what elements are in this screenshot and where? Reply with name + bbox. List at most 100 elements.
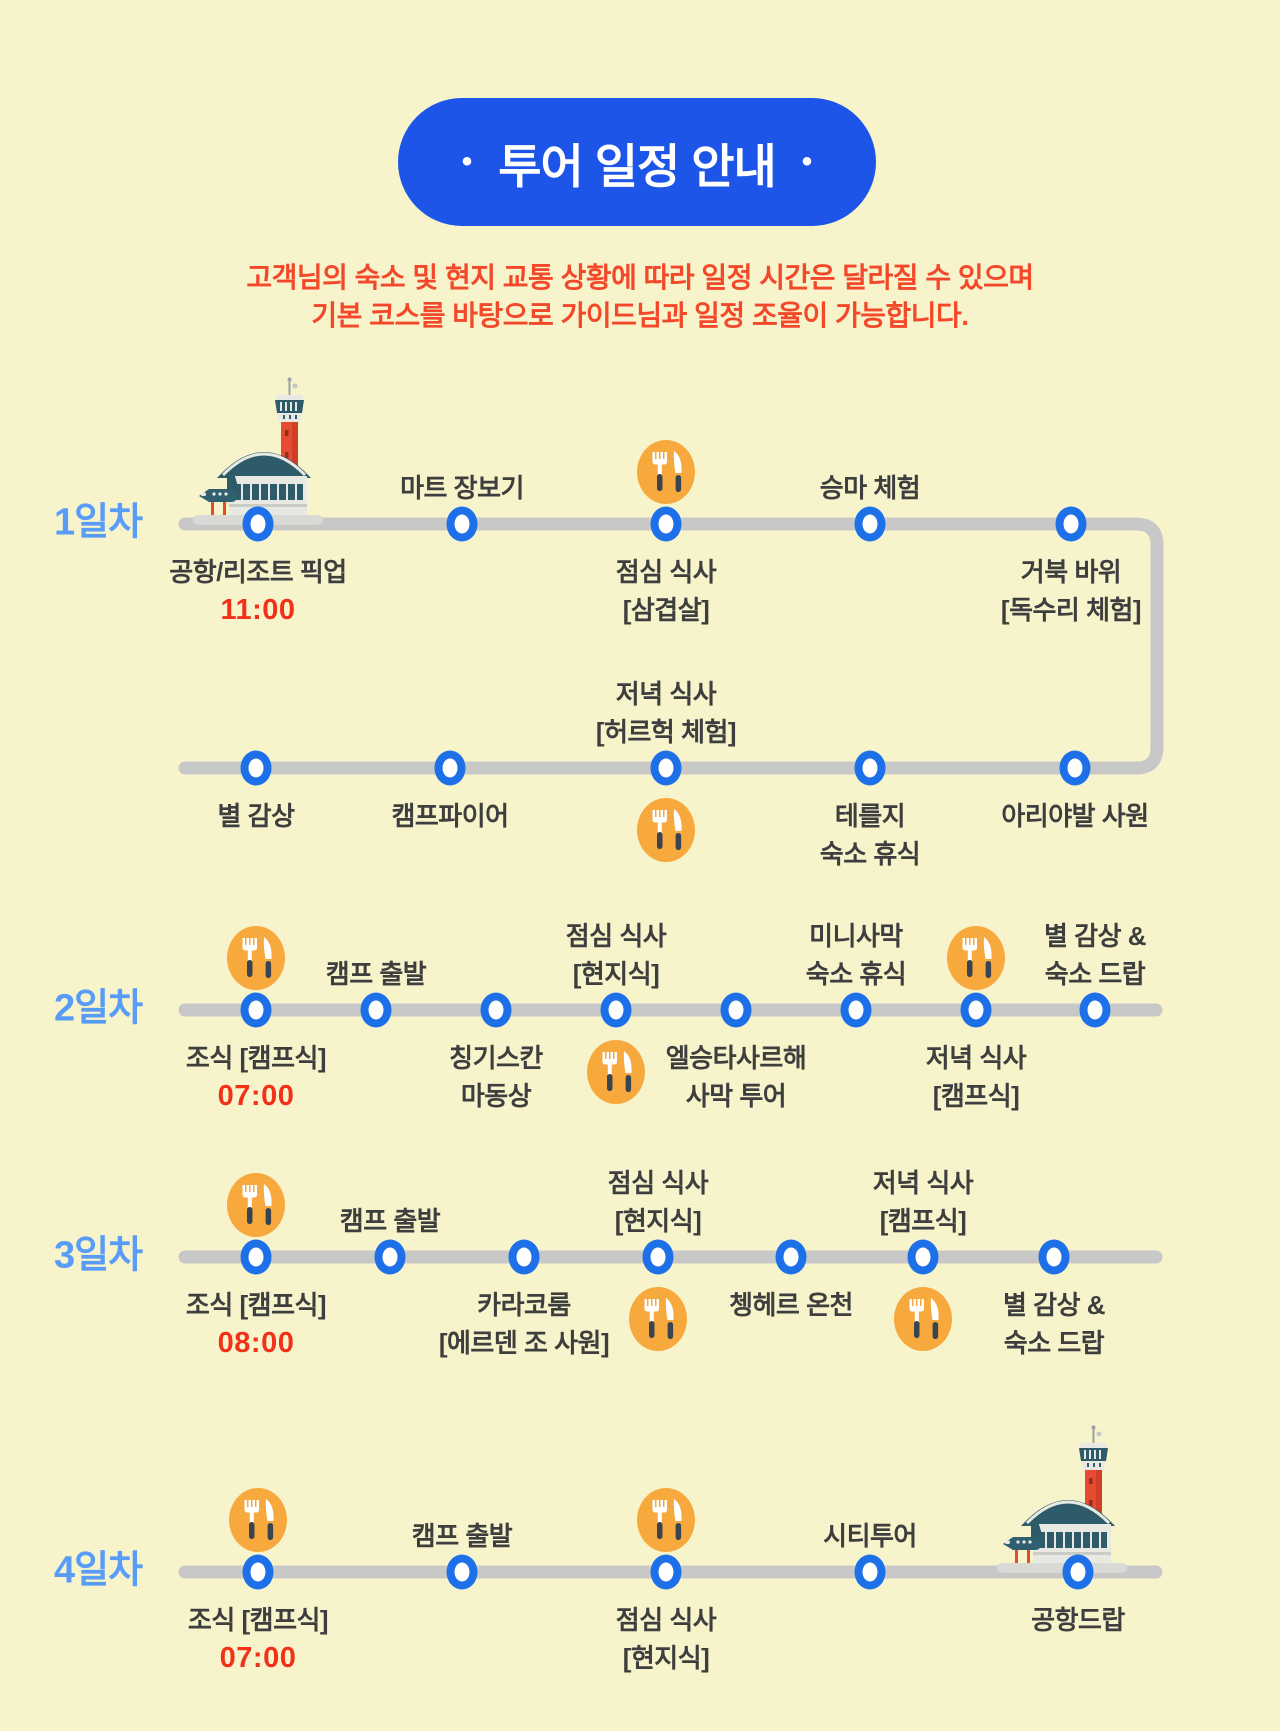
stop-node <box>960 992 992 1028</box>
stop-node <box>854 1554 886 1590</box>
stop-label-line: [현지식] <box>622 1643 710 1673</box>
stop-node <box>480 992 512 1028</box>
stop-node <box>854 506 886 542</box>
stop-node <box>242 506 274 542</box>
stop-label-line: 테를지 <box>834 801 906 831</box>
stop-label-line: 별 감상 & <box>1044 921 1146 951</box>
stop-label: 점심 식사 [현지식] <box>565 917 667 993</box>
stop-label-line: 점심 식사 <box>615 1605 717 1635</box>
stop-label: 공항드랍 <box>1031 1601 1125 1639</box>
stop-label-line: 시티투어 <box>823 1521 917 1551</box>
stop-label-line: 마동상 <box>460 1081 532 1111</box>
stop-label-line: 점심 식사 <box>565 921 667 951</box>
day-label-day2: 2일차 <box>53 987 143 1030</box>
route-line-day1 <box>178 517 1164 775</box>
stop-node <box>360 992 392 1028</box>
stop-label: 캠프 출발 <box>412 1517 513 1555</box>
stop-label-line: 엘승타사르해 <box>665 1043 807 1073</box>
stop-node <box>240 750 272 786</box>
notice-line-2: 기본 코스를 바탕으로 가이드님과 일정 조율이 가능합니다. <box>311 300 969 331</box>
stop-label: 마트 장보기 <box>400 469 524 507</box>
stop-label: 점심 식사 [현지식] <box>615 1601 717 1677</box>
stop-label-line: 칭기스칸 <box>449 1043 543 1073</box>
stop-label-line: 숙소 드랍 <box>1044 959 1146 989</box>
stop-label-line: 캠프파이어 <box>391 801 509 831</box>
stop-label-line: 미니사막 <box>809 921 903 951</box>
stop-node <box>650 1554 682 1590</box>
stop-node <box>240 1239 272 1275</box>
stop-label-line: [캠프식] <box>879 1206 967 1236</box>
stop-label-line: 캠프 출발 <box>339 1206 441 1236</box>
schedule-notice: 고객님의 숙소 및 현지 교통 상황에 따라 일정 시간은 달라질 수 있으며 … <box>0 259 1280 335</box>
stop-label: 공항/리조트 픽업 11:00 <box>169 553 347 629</box>
stop-label-line: 마트 장보기 <box>400 473 524 503</box>
stop-label-line: 공항/리조트 픽업 <box>169 557 347 587</box>
stop-label-line: 아리야발 사원 <box>1001 801 1149 831</box>
stop-node <box>650 750 682 786</box>
meal-icon <box>947 926 1005 990</box>
stop-node <box>600 992 632 1028</box>
stop-node <box>1038 1239 1070 1275</box>
stop-time: 07:00 <box>217 1080 295 1112</box>
stop-label-line: 조식 [캠프식] <box>185 1290 327 1320</box>
day-label-day4: 4일차 <box>53 1549 143 1592</box>
stop-label-line: 별 감상 & <box>1003 1290 1105 1320</box>
stop-label: 아리야발 사원 <box>1001 797 1149 835</box>
stop-label-line: 거북 바위 <box>1020 557 1122 587</box>
airport-icon <box>193 376 323 526</box>
stop-label-line: 저녁 식사 <box>872 1168 974 1198</box>
stop-label: 시티투어 <box>823 1517 917 1555</box>
stop-label: 별 감상 & 숙소 드랍 <box>1003 1286 1105 1362</box>
stop-node <box>854 750 886 786</box>
stop-label: 저녁 식사 [캠프식] <box>925 1039 1027 1115</box>
stop-label-line: [캠프식] <box>932 1081 1020 1111</box>
stop-label: 쳉헤르 온천 <box>729 1286 853 1324</box>
meal-icon <box>629 1287 687 1351</box>
stop-time: 08:00 <box>217 1327 295 1359</box>
stop-label: 카라코룸 [에르덴 조 사원] <box>438 1286 610 1362</box>
stop-label: 저녁 식사 [캠프식] <box>872 1164 974 1240</box>
stop-label: 별 감상 <box>218 797 295 835</box>
stop-node <box>642 1239 674 1275</box>
stop-node <box>434 750 466 786</box>
stop-label-line: [현지식] <box>614 1206 702 1236</box>
stop-node <box>242 1554 274 1590</box>
stop-node <box>840 992 872 1028</box>
airport-icon <box>997 1424 1127 1574</box>
stop-node <box>374 1239 406 1275</box>
stop-label-line: [에르덴 조 사원] <box>438 1328 610 1358</box>
title-left-dot: • <box>461 145 473 178</box>
stop-node <box>446 1554 478 1590</box>
stop-label-line: 사막 투어 <box>685 1081 787 1111</box>
stop-label-line: 점심 식사 <box>607 1168 709 1198</box>
meal-icon <box>587 1040 645 1104</box>
stop-node <box>1079 992 1111 1028</box>
meal-icon <box>229 1488 287 1552</box>
stop-label: 점심 식사 [현지식] <box>607 1164 709 1240</box>
stop-label-line: 공항드랍 <box>1031 1605 1125 1635</box>
stop-label-line: 조식 [캠프식] <box>187 1605 329 1635</box>
stop-label-line: 숙소 휴식 <box>805 959 907 989</box>
stop-time: 07:00 <box>219 1642 297 1674</box>
stop-label-line: 숙소 휴식 <box>819 839 921 869</box>
meal-icon <box>227 1173 285 1237</box>
meal-icon <box>637 440 695 504</box>
meal-icon <box>894 1287 952 1351</box>
stop-label: 점심 식사 [삼겹살] <box>616 553 717 629</box>
stop-node <box>508 1239 540 1275</box>
stop-label: 승마 체험 <box>820 469 921 507</box>
stop-label: 캠프파이어 <box>391 797 509 835</box>
stop-node <box>1059 750 1091 786</box>
title-right-dot: • <box>801 145 813 178</box>
stop-label-line: 저녁 식사 <box>925 1043 1027 1073</box>
stop-label: 저녁 식사 [허르헉 체험] <box>596 675 737 751</box>
stop-label-line: [독수리 체험] <box>1000 595 1142 625</box>
day-label-day1: 1일차 <box>53 501 143 544</box>
stop-label: 조식 [캠프식] 07:00 <box>187 1601 329 1677</box>
stop-label-line: 쳉헤르 온천 <box>729 1290 853 1320</box>
stop-label-line: 조식 [캠프식] <box>185 1043 327 1073</box>
